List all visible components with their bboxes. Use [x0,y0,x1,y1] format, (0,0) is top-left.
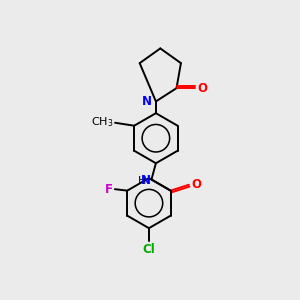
Text: O: O [197,82,207,95]
Text: N: N [142,95,152,108]
Text: F: F [105,183,113,196]
Text: Cl: Cl [142,244,155,256]
Text: H: H [138,176,146,186]
Text: N: N [141,174,151,188]
Text: O: O [191,178,201,191]
Text: CH$_3$: CH$_3$ [91,115,113,129]
